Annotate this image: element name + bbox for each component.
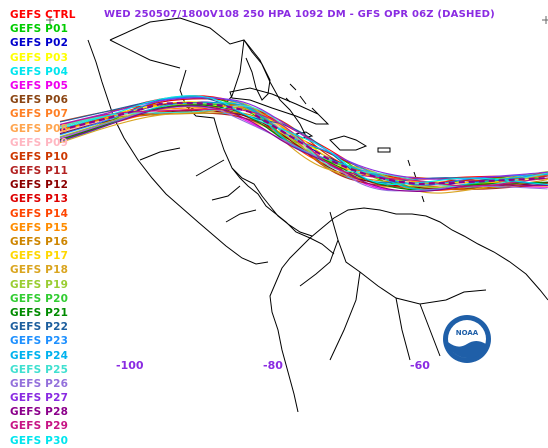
legend-item: GEFS P19 xyxy=(10,278,69,291)
island-puerto-rico xyxy=(377,147,391,153)
coast-florida xyxy=(243,39,271,101)
legend-item: GEFS P18 xyxy=(10,264,69,277)
coast-central-america xyxy=(231,167,313,237)
legend-item: GEFS P27 xyxy=(10,392,69,405)
legend: GEFS CTRL GEFS P01 GEFS P02 GEFS P03 GEFS P0… xyxy=(10,8,90,448)
country-borders xyxy=(109,39,487,361)
island-hispaniola xyxy=(329,135,368,151)
ensemble-contour xyxy=(59,106,548,194)
legend-item: GEFS P08 xyxy=(10,122,69,135)
legend-item: GEFS P13 xyxy=(10,193,69,206)
legend-item: GEFS P07 xyxy=(10,108,69,121)
legend-item: GEFS P25 xyxy=(10,363,69,376)
coast-south-america-west xyxy=(269,237,311,412)
ensemble-contour xyxy=(59,96,548,186)
legend-item: GEFS P10 xyxy=(10,150,69,163)
noaa-logo-text: NOAA xyxy=(456,329,479,337)
legend-item: GEFS P21 xyxy=(10,306,69,319)
coastlines xyxy=(46,16,548,412)
ensemble-contour xyxy=(59,105,548,193)
legend-item: GEFS P26 xyxy=(10,377,69,390)
legend-item: GEFS P28 xyxy=(10,406,69,419)
legend-item: GEFS P24 xyxy=(10,349,69,362)
legend-item: GEFS P12 xyxy=(10,179,69,192)
x-tick-label: -60 xyxy=(410,359,430,372)
legend-item: GEFS P03 xyxy=(10,51,69,64)
legend-item: GEFS P05 xyxy=(10,79,69,92)
coast-mexico-pacific xyxy=(87,39,269,265)
legend-item: GEFS P23 xyxy=(10,335,69,348)
island-bahamas xyxy=(285,83,319,115)
map-canvas xyxy=(46,16,548,412)
map-frame: GEFS CTRL GEFS P01 GEFS P02 GEFS P03 GEFS P0… xyxy=(10,9,548,447)
legend-item: GEFS P20 xyxy=(10,292,69,305)
legend-item: GEFS P01 xyxy=(10,23,69,36)
ensemble-contours xyxy=(59,95,548,194)
ensemble-contour xyxy=(59,95,548,186)
legend-item: GEFS P09 xyxy=(10,136,69,149)
operational-contour xyxy=(59,101,548,186)
legend-item: GEFS P30 xyxy=(10,434,69,447)
island-cuba xyxy=(229,87,330,125)
coast-south-america xyxy=(309,207,548,301)
x-tick-label: -80 xyxy=(263,359,283,372)
legend-item: GEFS P16 xyxy=(10,236,69,248)
legend-item: GEFS P11 xyxy=(10,165,69,178)
legend-item: GEFS P02 xyxy=(10,37,69,50)
legend-item: GEFS P04 xyxy=(10,65,69,78)
x-tick-label: -100 xyxy=(116,359,144,372)
island-antilles xyxy=(407,159,425,203)
legend-item: GEFS P14 xyxy=(10,207,69,220)
legend-item: GEFS P06 xyxy=(10,94,69,107)
legend-item: GEFS P15 xyxy=(10,221,69,234)
noaa-logo-wave xyxy=(448,341,486,359)
legend-item: GEFS CTRL xyxy=(10,9,76,21)
grid-marks xyxy=(46,16,548,24)
legend-item: GEFS P22 xyxy=(10,321,69,334)
noaa-logo: NOAA xyxy=(443,315,491,363)
legend-item: GEFS P17 xyxy=(10,250,69,263)
map-title: WED 250507/1800V108 250 HPA 1092 DM - GF… xyxy=(104,9,495,20)
legend-item: GEFS P29 xyxy=(10,420,69,433)
